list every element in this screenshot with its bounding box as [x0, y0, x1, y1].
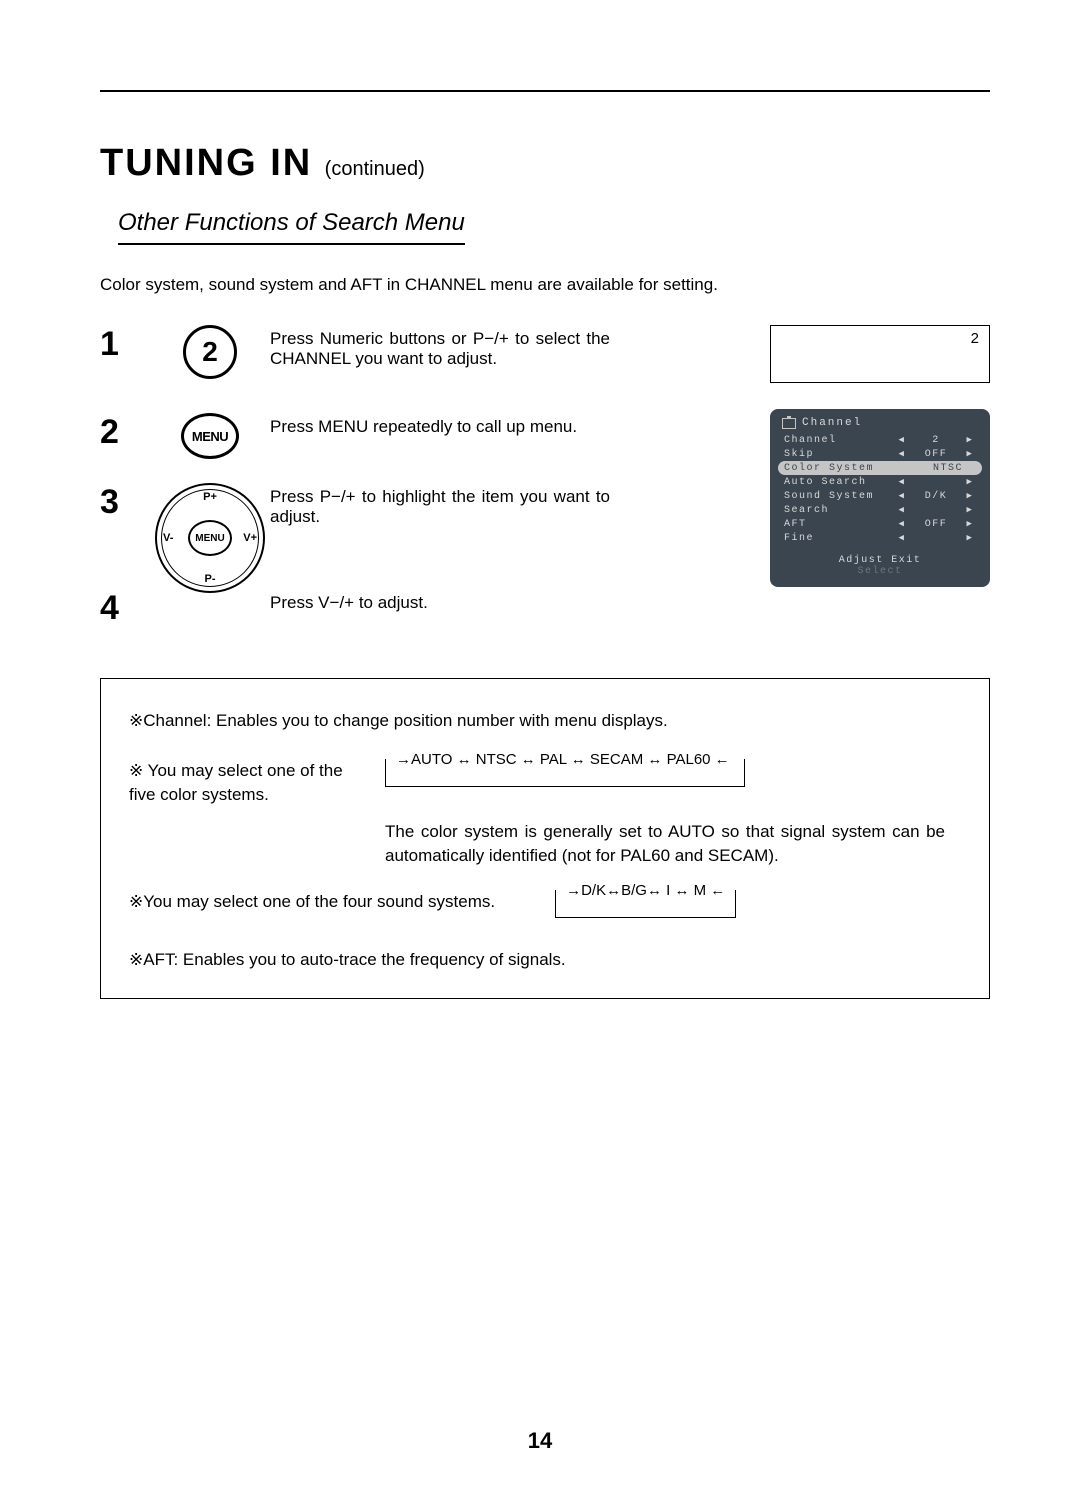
- osd-row-value: OFF: [908, 519, 964, 530]
- osd-row: Skip◀OFF▶: [778, 447, 982, 461]
- notes-box: ※Channel: Enables you to change position…: [100, 678, 990, 999]
- title-suffix: (continued): [325, 158, 425, 180]
- triangle-left-icon: ◀: [896, 519, 908, 529]
- osd-row-label: Color System: [784, 463, 920, 474]
- osd-row-label: Search: [784, 505, 896, 516]
- color-cycle-text: →AUTO ↔ NTSC ↔ PAL ↔ SECAM ↔ PAL60 ←: [394, 749, 732, 770]
- step-number: 4: [100, 589, 150, 628]
- triangle-right-icon: ▶: [964, 435, 976, 445]
- triangle-left-icon: ◀: [896, 533, 908, 543]
- osd-row: Channel◀2▶: [778, 433, 982, 447]
- triangle-left-icon: ◀: [896, 491, 908, 501]
- tv-icon: [782, 418, 796, 429]
- numeric-button-icon: 2: [183, 325, 237, 379]
- osd-row: Sound System◀D/K▶: [778, 489, 982, 503]
- page-number: 14: [0, 1428, 1080, 1454]
- dpad-center: MENU: [188, 520, 232, 556]
- osd-row: AFT◀OFF▶: [778, 517, 982, 531]
- triangle-right-icon: ▶: [964, 491, 976, 501]
- subtitle: Other Functions of Search Menu: [118, 209, 465, 237]
- osd-row: Fine◀ ▶: [778, 531, 982, 545]
- triangle-right-icon: ▶: [964, 533, 976, 543]
- step-text: Press V−/+ to adjust.: [270, 589, 610, 613]
- page-title: TUNING IN (continued): [100, 142, 990, 185]
- note-color-label: ※ You may select one of the five color s…: [129, 759, 359, 807]
- osd-row-label: Fine: [784, 533, 896, 544]
- osd-channel-menu: Channel Channel◀2▶Skip◀OFF▶Color SystemN…: [770, 409, 990, 587]
- osd-row: Auto Search◀ ▶: [778, 475, 982, 489]
- osd-hint-bottom: Select: [770, 566, 990, 577]
- menu-button-icon: MENU: [181, 413, 239, 459]
- osd-hint: Adjust Exit Select: [770, 555, 990, 577]
- step-number: 2: [100, 413, 150, 452]
- title-main: TUNING IN: [100, 142, 312, 184]
- color-cycle-box: →AUTO ↔ NTSC ↔ PAL ↔ SECAM ↔ PAL60 ←: [385, 759, 745, 787]
- osd-row: Search◀ ▶: [778, 503, 982, 517]
- intro-text: Color system, sound system and AFT in CH…: [100, 275, 990, 295]
- osd-row-label: Sound System: [784, 491, 896, 502]
- step-text: Press P−/+ to highlight the item you wan…: [270, 483, 610, 527]
- osd-row-label: Channel: [784, 435, 896, 446]
- osd-row-value: D/K: [908, 491, 964, 502]
- osd-row: Color SystemNTSC: [778, 461, 982, 475]
- triangle-right-icon: ▶: [964, 519, 976, 529]
- step-text: Press MENU repeatedly to call up menu.: [270, 413, 610, 437]
- note-channel: ※Channel: Enables you to change position…: [129, 709, 971, 733]
- osd-row-label: Auto Search: [784, 477, 896, 488]
- osd-row-value: OFF: [908, 449, 964, 460]
- note-sound-label: ※You may select one of the four sound sy…: [129, 890, 495, 914]
- osd-row-label: AFT: [784, 519, 896, 530]
- triangle-left-icon: ◀: [896, 505, 908, 515]
- triangle-right-icon: ▶: [964, 477, 976, 487]
- sound-cycle-text: →D/K↔B/G↔ I ↔ M ←: [564, 880, 727, 901]
- dpad-right: V+: [243, 532, 257, 544]
- triangle-left-icon: ◀: [896, 435, 908, 445]
- step-text: Press Numeric buttons or P−/+ to select …: [270, 325, 610, 369]
- dpad-up: P+: [203, 491, 217, 503]
- sound-cycle-box: →D/K↔B/G↔ I ↔ M ←: [555, 890, 736, 918]
- osd-hint-top: Adjust Exit: [770, 555, 990, 566]
- dpad-down: P-: [205, 573, 216, 585]
- triangle-left-icon: ◀: [896, 449, 908, 459]
- triangle-right-icon: ▶: [964, 505, 976, 515]
- note-color-desc: The color system is generally set to AUT…: [385, 820, 945, 868]
- triangle-right-icon: ▶: [964, 449, 976, 459]
- osd-row-value: 2: [908, 435, 964, 446]
- step-number: 1: [100, 325, 150, 364]
- osd-channel-indicator: 2: [770, 325, 990, 383]
- dpad-icon: MENU P+ P- V- V+: [155, 483, 265, 593]
- step-number: 3: [100, 483, 150, 522]
- note-aft: ※AFT: Enables you to auto-trace the freq…: [129, 948, 971, 972]
- triangle-left-icon: ◀: [896, 477, 908, 487]
- dpad-left: V-: [163, 532, 173, 544]
- osd-row-label: Skip: [784, 449, 896, 460]
- osd-row-value: NTSC: [920, 463, 976, 474]
- osd-channel-value: 2: [971, 330, 979, 347]
- osd-menu-title: Channel: [802, 417, 862, 429]
